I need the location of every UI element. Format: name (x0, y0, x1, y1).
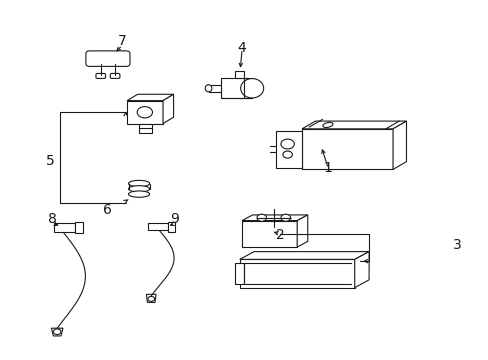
Polygon shape (51, 328, 63, 336)
Polygon shape (234, 71, 244, 78)
Polygon shape (147, 223, 167, 230)
Circle shape (53, 329, 61, 334)
Polygon shape (275, 131, 302, 168)
Polygon shape (297, 215, 307, 247)
Ellipse shape (128, 186, 149, 192)
Polygon shape (127, 100, 163, 123)
Ellipse shape (322, 122, 332, 127)
Polygon shape (239, 252, 368, 259)
Polygon shape (239, 259, 354, 288)
Polygon shape (127, 94, 173, 100)
Ellipse shape (205, 85, 211, 92)
Text: 9: 9 (170, 212, 179, 226)
Ellipse shape (282, 151, 292, 158)
Polygon shape (234, 263, 243, 284)
Polygon shape (302, 121, 406, 129)
FancyBboxPatch shape (96, 73, 105, 78)
Circle shape (137, 107, 152, 118)
Ellipse shape (221, 78, 244, 98)
FancyBboxPatch shape (86, 51, 130, 66)
Polygon shape (392, 121, 406, 170)
Text: 1: 1 (323, 161, 332, 175)
Text: 5: 5 (46, 154, 55, 168)
Polygon shape (208, 85, 221, 92)
Polygon shape (167, 222, 175, 231)
Polygon shape (242, 215, 307, 221)
Circle shape (256, 214, 266, 221)
Polygon shape (146, 294, 156, 302)
Polygon shape (221, 78, 252, 98)
Polygon shape (242, 221, 297, 247)
Text: 7: 7 (118, 33, 126, 48)
Circle shape (280, 214, 290, 221)
Ellipse shape (128, 191, 149, 197)
Ellipse shape (128, 180, 149, 187)
Polygon shape (139, 123, 152, 134)
Text: 6: 6 (103, 203, 112, 217)
Ellipse shape (240, 78, 263, 98)
Text: 4: 4 (237, 41, 246, 55)
Polygon shape (54, 224, 75, 232)
Text: 2: 2 (276, 228, 284, 242)
FancyBboxPatch shape (110, 73, 120, 78)
Polygon shape (354, 252, 368, 288)
Polygon shape (75, 222, 83, 233)
Polygon shape (302, 129, 392, 170)
Text: 8: 8 (48, 212, 57, 226)
Text: 3: 3 (452, 238, 461, 252)
Ellipse shape (280, 139, 294, 149)
Circle shape (147, 296, 154, 301)
Polygon shape (163, 94, 173, 123)
